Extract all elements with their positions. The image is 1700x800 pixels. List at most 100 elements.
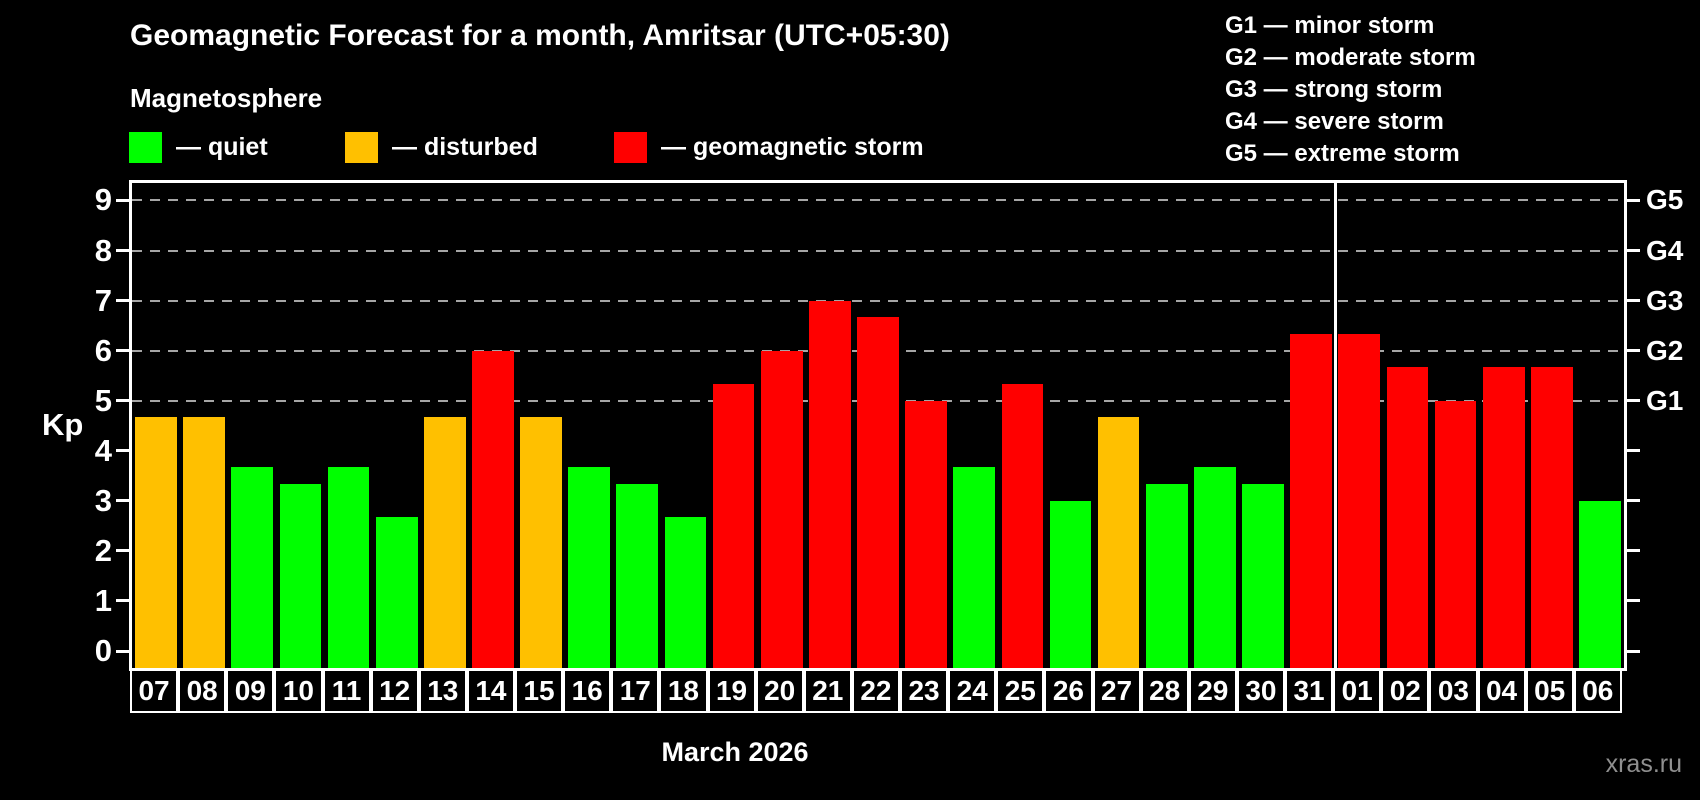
month-separator-line [1333, 183, 1337, 668]
kp-bar-day-31 [1290, 334, 1332, 668]
day-label-08: 08 [178, 669, 227, 713]
y-tick-label-1: 1 [94, 582, 112, 618]
quiet-swatch-icon [129, 131, 162, 163]
day-label-30: 30 [1236, 669, 1285, 713]
day-label-01: 01 [1333, 669, 1382, 713]
right-tick-9 [1625, 198, 1640, 202]
right-tick-4 [1625, 449, 1640, 453]
kp-bar-day-07 [135, 417, 177, 668]
gridline-kp-8 [132, 249, 1624, 252]
y-tick-8 [116, 249, 131, 253]
kp-bar-day-09 [231, 467, 274, 668]
day-label-26: 26 [1044, 669, 1093, 713]
watermark: xras.ru [1605, 750, 1682, 778]
day-label-29: 29 [1188, 669, 1237, 713]
right-tick-5 [1625, 399, 1640, 403]
kp-bar-day-26 [1049, 500, 1092, 668]
legend-label-disturbed: — disturbed [392, 132, 538, 161]
page-title: Geomagnetic Forecast for a month, Amrits… [130, 19, 950, 52]
y-tick-5 [116, 399, 131, 403]
kp-bar-day-03 [1434, 400, 1477, 668]
day-label-03: 03 [1429, 669, 1478, 713]
g-legend-line-4: G4 — severe storm [1225, 108, 1444, 135]
plot-area [132, 183, 1624, 668]
y-tick-1 [116, 599, 131, 603]
day-label-25: 25 [996, 669, 1045, 713]
day-label-20: 20 [755, 669, 804, 713]
day-label-15: 15 [515, 669, 564, 713]
g-legend-line-3: G3 — strong storm [1225, 76, 1443, 103]
day-label-10: 10 [274, 669, 323, 713]
day-label-19: 19 [707, 669, 756, 713]
g-legend-line-1: G1 — minor storm [1225, 12, 1435, 39]
right-tick-0 [1625, 649, 1640, 653]
kp-bar-day-01 [1338, 334, 1381, 668]
g-legend-line-2: G2 — moderate storm [1225, 44, 1476, 71]
x-axis-day-labels: 07 08 09 10 11 12 13 14 15 16 17 18 19 20 21 22 23 24 25 26… [130, 669, 1622, 713]
day-label-13: 13 [418, 669, 467, 713]
kp-bar-day-29 [1194, 467, 1236, 668]
day-label-11: 11 [322, 669, 371, 713]
y-tick-2 [116, 549, 131, 553]
plot-frame [129, 180, 1627, 671]
legend-label-quiet: — quiet [176, 132, 268, 161]
right-tick-8 [1625, 249, 1640, 253]
right-label-g5: G5 [1646, 184, 1684, 216]
y-tick-label-3: 3 [94, 482, 112, 518]
kp-bar-day-04 [1482, 367, 1525, 668]
day-label-24: 24 [948, 669, 997, 713]
day-label-04: 04 [1477, 669, 1526, 713]
right-tick-2 [1625, 549, 1640, 553]
kp-bar-day-14 [472, 350, 514, 668]
legend-item-quiet: — quiet [129, 128, 268, 166]
kp-bar-day-02 [1386, 367, 1429, 668]
kp-bar-day-06 [1579, 500, 1621, 668]
kp-bar-day-22 [857, 317, 899, 668]
day-label-28: 28 [1140, 669, 1189, 713]
disturbed-swatch-icon [345, 131, 378, 163]
y-tick-3 [116, 499, 131, 503]
kp-bar-day-17 [616, 484, 659, 668]
right-tick-6 [1625, 349, 1640, 353]
y-tick-label-2: 2 [94, 532, 112, 568]
y-tick-label-9: 9 [94, 182, 112, 218]
day-label-06: 06 [1573, 669, 1622, 713]
day-label-31: 31 [1285, 669, 1334, 713]
magnetosphere-label: Magnetosphere [130, 83, 323, 113]
day-label-17: 17 [611, 669, 660, 713]
kp-bar-day-05 [1530, 367, 1573, 668]
g-scale-legend: G1 — minor storm G2 — moderate storm G3 — … [1225, 10, 1476, 170]
gridline-kp-9 [132, 199, 1624, 202]
y-tick-label-4: 4 [94, 432, 112, 468]
right-tick-1 [1625, 599, 1640, 603]
kp-bar-day-19 [712, 384, 755, 668]
storm-swatch-icon [614, 131, 647, 163]
day-label-22: 22 [851, 669, 900, 713]
legend-item-disturbed: — disturbed [345, 128, 538, 166]
kp-bar-day-21 [809, 300, 851, 668]
y-tick-4 [116, 449, 131, 453]
kp-bar-day-08 [183, 417, 226, 668]
gridline-kp-7 [132, 299, 1624, 302]
right-label-g1: G1 [1646, 384, 1684, 416]
kp-bar-day-24 [953, 467, 996, 668]
right-label-g3: G3 [1646, 284, 1684, 316]
kp-bar-day-23 [905, 400, 947, 668]
day-label-23: 23 [900, 669, 949, 713]
day-label-09: 09 [226, 669, 275, 713]
kp-bar-day-16 [568, 467, 611, 668]
legend-label-storm: — geomagnetic storm [661, 132, 924, 161]
y-tick-7 [116, 299, 131, 303]
day-label-27: 27 [1092, 669, 1141, 713]
g-legend-line-5: G5 — extreme storm [1225, 140, 1460, 167]
right-label-g4: G4 [1646, 234, 1684, 266]
right-tick-7 [1625, 299, 1640, 303]
y-tick-9 [116, 198, 131, 202]
kp-bar-day-30 [1242, 484, 1284, 668]
right-label-g2: G2 [1646, 334, 1684, 366]
kp-bar-day-18 [664, 517, 707, 668]
kp-bar-day-13 [423, 417, 466, 668]
y-tick-label-7: 7 [94, 282, 112, 318]
day-label-12: 12 [370, 669, 419, 713]
